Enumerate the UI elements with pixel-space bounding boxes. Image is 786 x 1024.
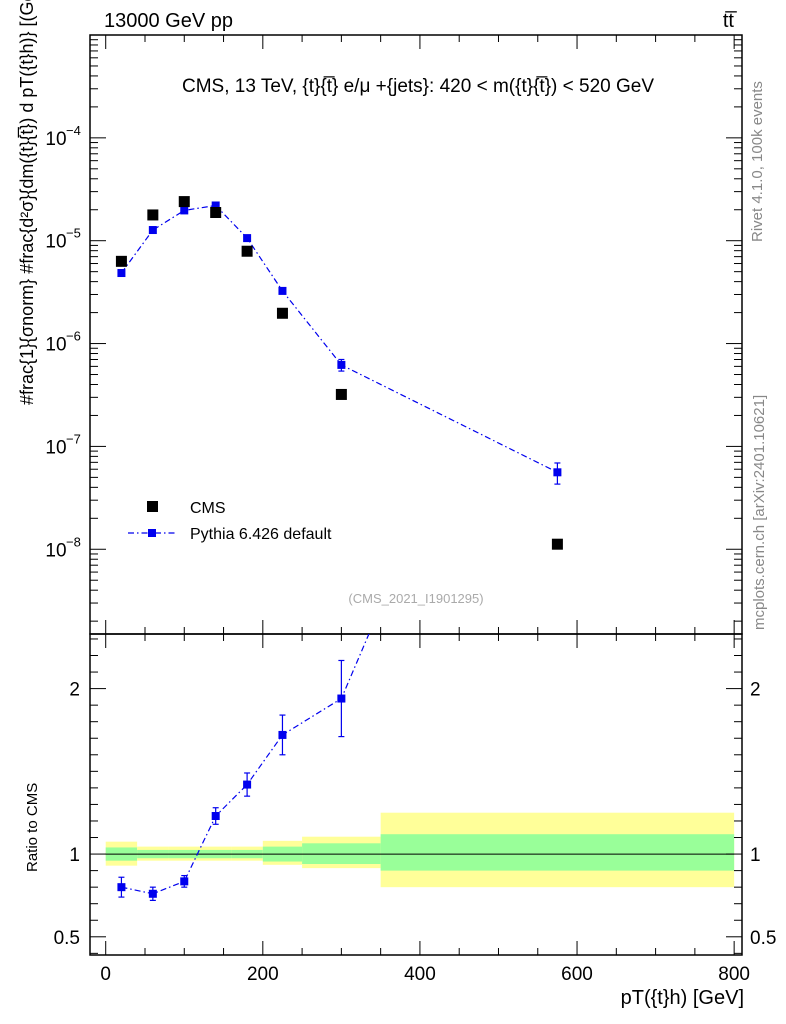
- mc-point: [553, 468, 562, 477]
- legend-mc-marker: [148, 529, 156, 537]
- analysis-id: (CMS_2021_I1901295): [348, 591, 483, 606]
- y-tick-label-exponent: −6: [66, 329, 81, 344]
- ratio-mc-point: [211, 812, 220, 821]
- mcplots-label: mcplots.cern.ch [arXiv:2401.10621]: [751, 395, 768, 630]
- main-plot-frame: [89, 34, 743, 635]
- ratio-mc-point: [243, 780, 252, 789]
- mc-point: [211, 201, 220, 210]
- x-tick-label: 600: [561, 964, 593, 985]
- mc-point: [117, 269, 126, 278]
- y-tick-label-exponent: −7: [66, 431, 81, 446]
- ratio-mc-point: [117, 883, 126, 892]
- cms-data-point: [335, 388, 347, 400]
- x-tick-label: 400: [404, 964, 436, 985]
- mc-line: [120, 204, 558, 473]
- y-tick-label-base: 10: [45, 335, 66, 356]
- ratio-band-inner: [380, 834, 735, 871]
- header-right: tt̅: [723, 10, 737, 32]
- y-tick-label-base: 10: [45, 129, 66, 150]
- header-left: 13000 GeV pp: [104, 10, 233, 32]
- ratio-tick-label-left: 1: [69, 845, 80, 866]
- ratio-mc-point: [180, 877, 189, 886]
- cms-data-point: [147, 209, 159, 221]
- cms-data-point: [551, 538, 563, 550]
- ratio-plot-frame: [89, 633, 743, 956]
- cms-data-point: [241, 245, 253, 257]
- y-tick-label-exponent: −8: [66, 534, 81, 549]
- ratio-mc-point: [337, 694, 346, 703]
- ratio-tick-label-left: 0.5: [54, 928, 80, 949]
- y-tick-label-base: 10: [45, 437, 66, 458]
- rivet-label: Rivet 4.1.0, 100k events: [749, 81, 766, 242]
- cms-data-point: [115, 255, 127, 267]
- mc-point: [243, 234, 252, 243]
- cms-data-point: [276, 307, 288, 319]
- mc-point: [148, 226, 157, 235]
- y-axis-label-ratio: Ratio to CMS: [24, 783, 41, 872]
- y-axis-label-main: #frac{1}{σnorm} #frac{d²σ}{dm({t}{t̅}) d…: [17, 0, 37, 405]
- cms-data-point: [178, 196, 190, 208]
- x-axis-label: pT({t}h) [GeV]: [621, 987, 744, 1009]
- mc-point: [337, 360, 346, 369]
- ratio-mc-point: [148, 889, 157, 898]
- x-tick-label: 200: [247, 964, 279, 985]
- ratio-mc-line: [121, 634, 370, 895]
- mc-point: [180, 206, 189, 215]
- mc-point: [278, 286, 287, 295]
- ratio-mc-point: [278, 730, 287, 739]
- legend-mc-label: Pythia 6.426 default: [190, 526, 332, 543]
- legend-cms-marker: [147, 501, 158, 512]
- y-tick-label-base: 10: [45, 540, 66, 561]
- ratio-tick-label-right: 0.5: [750, 928, 776, 949]
- y-tick-label-exponent: −4: [66, 123, 81, 138]
- main-title: CMS, 13 TeV, {t}{t̅} e/μ +{jets}: 420 < …: [182, 76, 654, 97]
- ratio-tick-label-right: 1: [750, 845, 761, 866]
- ratio-tick-label-right: 2: [750, 680, 761, 701]
- y-tick-label-exponent: −5: [66, 226, 81, 241]
- cms-data-point: [210, 207, 222, 219]
- x-tick-label: 800: [718, 964, 750, 985]
- x-tick-label: 0: [100, 964, 111, 985]
- ratio-tick-label-left: 2: [69, 680, 80, 701]
- legend-cms-label: CMS: [190, 500, 226, 517]
- y-tick-label-base: 10: [45, 232, 66, 253]
